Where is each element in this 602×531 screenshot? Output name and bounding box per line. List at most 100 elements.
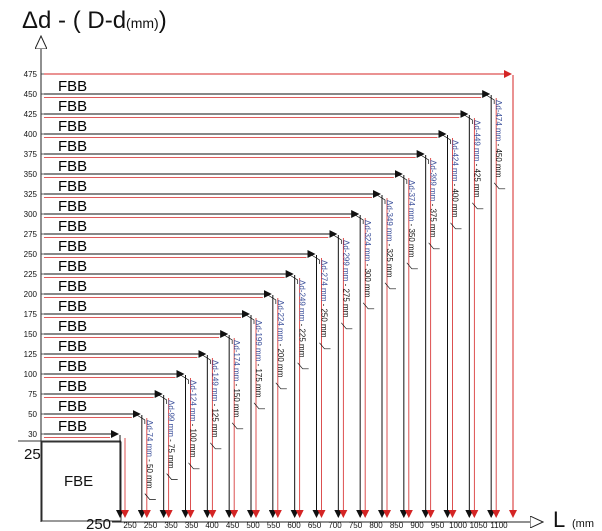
dimension-leader-end: [493, 182, 506, 190]
dimension-leader: [442, 134, 451, 144]
fbb-label: FBB: [58, 398, 87, 415]
dimension-leader-end: [188, 462, 200, 470]
y-tick-label: 325: [24, 190, 38, 199]
y-tick-label: 50: [28, 410, 37, 419]
fbe-box: [41, 441, 122, 522]
y-tick-label: 475: [24, 70, 38, 79]
dimension-leader-end: [297, 362, 309, 370]
y-tick-label: 425: [24, 110, 38, 119]
dimension-leader: [311, 254, 320, 264]
dimension-label: Δd-474 mm - 450 mm: [494, 100, 503, 178]
dimension-leader-end: [341, 322, 353, 330]
dimension-label: Δd-299 mm - 275 mm: [341, 240, 350, 318]
dimension-label: Δd-324 mm - 300 mm: [363, 220, 372, 298]
dimension-leader: [180, 374, 189, 384]
dimension-leader-end: [210, 442, 222, 450]
dimension-leader: [158, 394, 168, 404]
dimension-leader-end: [428, 242, 440, 250]
dimension-leader-end: [406, 262, 418, 270]
corner-top-label: 25: [24, 446, 41, 463]
dimension-leader-end: [231, 422, 244, 430]
dimension-leader-end: [362, 302, 375, 310]
fbb-label: FBB: [58, 218, 87, 235]
dimension-leader: [420, 154, 430, 164]
dimension-leader: [398, 174, 408, 184]
dimension-label: Δd-424 mm - 400 mm: [451, 140, 460, 218]
x-tick-label: 350: [185, 521, 199, 530]
y-tick-label: 150: [24, 330, 38, 339]
x-tick-label: 500: [246, 521, 260, 530]
dimension-leader-end: [319, 342, 331, 350]
x-tick-label: 750: [349, 521, 363, 530]
x-tick-label: 1000: [449, 521, 467, 530]
x-tick-label: 450: [226, 521, 240, 530]
x-tick-label: 550: [267, 521, 281, 530]
dimension-leader: [464, 114, 473, 124]
x-tick-label: 700: [328, 521, 342, 530]
x-tick-label: 650: [308, 521, 322, 530]
diagram-title: Δd - ( D-d(mm)): [22, 7, 167, 34]
y-tick-label: 125: [24, 350, 38, 359]
dimension-label: Δd-149 mm - 125 mm: [210, 360, 219, 438]
dimension-leader: [223, 334, 233, 344]
fbb-label: FBB: [58, 418, 87, 435]
y-tick-label: 100: [24, 370, 38, 379]
fbb-label: FBB: [58, 178, 87, 195]
x-tick-label: 600: [287, 521, 301, 530]
fbb-label: FBB: [58, 318, 87, 335]
x-tick-label: 800: [369, 521, 383, 530]
dimension-leader-end: [450, 222, 462, 230]
fbb-label: FBB: [58, 238, 87, 255]
dimension-leader: [245, 314, 255, 324]
y-tick-label: 75: [28, 390, 37, 399]
fbb-label: FBB: [58, 78, 87, 95]
y-tick-label: 175: [24, 310, 38, 319]
dimension-leader-end: [472, 202, 484, 210]
dimension-leader: [136, 414, 146, 424]
y-tick-label: 200: [24, 290, 38, 299]
y-tick-label: 400: [24, 130, 38, 139]
fbb-label: FBB: [58, 118, 87, 135]
dimension-leader-end: [144, 493, 156, 500]
fbb-label: FBB: [58, 358, 87, 375]
fbb-label: FBB: [58, 198, 87, 215]
dimension-label: Δd-399 mm - 375 mm: [429, 160, 438, 238]
dimension-label: Δd-74 mm - 50 mm: [145, 420, 154, 489]
dimension-leader: [289, 274, 299, 284]
x-tick-label: 1050: [470, 521, 488, 530]
dimension-leader: [202, 354, 211, 364]
dimension-leader-end: [253, 402, 265, 410]
dimension-label: Δd-349 mm - 325 mm: [385, 200, 394, 278]
y-tick-label: 300: [24, 210, 38, 219]
x-tick-label: 250: [144, 521, 158, 530]
dimension-label: Δd-174 mm - 150 mm: [232, 340, 241, 418]
dimension-label: Δd-99 mm - 75 mm: [167, 400, 176, 469]
x-tick-label: 350: [164, 521, 178, 530]
fbb-label: FBB: [58, 258, 87, 275]
x-tick-label: 900: [410, 521, 424, 530]
fbb-label: FBB: [58, 278, 87, 295]
fbb-label: FBB: [58, 338, 87, 355]
dimension-label: Δd-199 mm - 175 mm: [254, 320, 263, 398]
dimension-label: Δd-224 mm - 200 mm: [276, 300, 285, 378]
rows-layer: FBB Δd-474 mm - 450 mm FBB Δd-449 mm - 425 …: [44, 70, 517, 518]
dimension-leader: [333, 234, 342, 244]
x-axis-unit: (mm: [572, 518, 594, 530]
y-tick-label: 450: [24, 90, 38, 99]
dimension-label: Δd-249 mm - 225 mm: [298, 280, 307, 358]
dimension-label: Δd-449 mm - 425 mm: [472, 120, 481, 198]
y-tick-label: 375: [24, 150, 38, 159]
x-axis-label: L: [553, 507, 565, 531]
fbe-label: FBE: [64, 473, 93, 490]
dimension-leader-end: [166, 473, 178, 480]
x-tick-label: 850: [390, 521, 404, 530]
y-tick-label: 250: [24, 250, 38, 259]
dimension-leader-end: [384, 282, 396, 290]
x-tick-label: 400: [205, 521, 219, 530]
x-ticks-layer: 250 250 350 350 400 450 500 550 600 650 700 750 800 8…: [24, 70, 509, 530]
fbb-label: FBB: [58, 138, 87, 155]
fbb-label: FBB: [58, 298, 87, 315]
x-tick-label: 1100: [490, 521, 508, 530]
dimension-leader: [376, 194, 386, 204]
